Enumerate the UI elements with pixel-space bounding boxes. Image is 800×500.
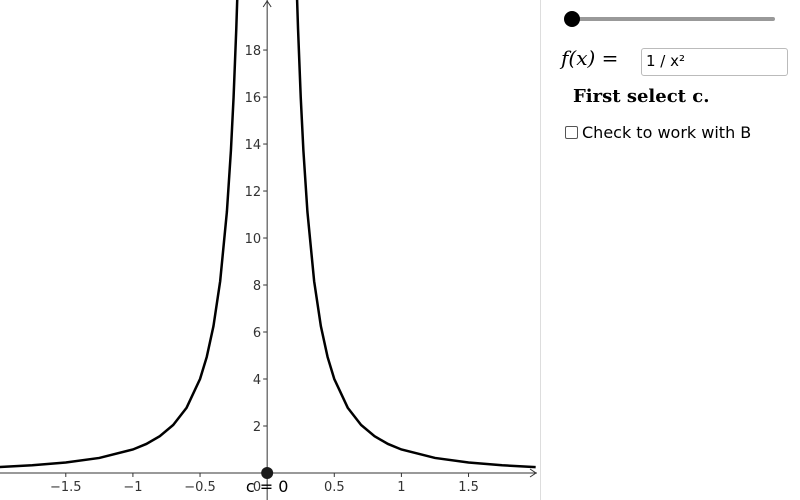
y-tick-label: 12 [245,185,262,200]
function-curve [0,0,536,469]
instruction: First select c. [573,86,710,107]
y-tick-label: 14 [245,138,262,153]
graph-view[interactable]: −1.5 −1 −0.5 0.5 1 1.5 0 2 4 6 8 10 12 14 16 18 c = 0 [0,0,537,500]
x-tick-label: −1 [123,480,142,495]
y-tick-label: 2 [253,420,261,435]
x-tick-label: 1 [397,480,405,495]
x-tick-label: −1.5 [50,480,82,495]
x-tick-label: 1.5 [458,480,479,495]
checkbox-label[interactable]: Check to work with B [582,123,752,142]
origin-label: 0 [253,480,261,495]
checkbox-row[interactable]: Check to work with B [565,123,751,142]
function-label: f(x) = [561,46,619,70]
function-input[interactable]: 1 / x² [641,48,788,76]
algebra-panel: f(x) = 1 / x² First select c. Check to w… [540,0,800,500]
slider-track[interactable] [571,17,775,21]
slider-knob[interactable] [564,11,580,27]
x-axis-arrow [529,468,537,478]
y-tick-label: 8 [253,279,261,294]
y-tick-label: 6 [253,326,261,341]
checkbox[interactable] [565,126,578,139]
y-axis-arrow [262,0,272,8]
point-label: c = 0 [246,477,289,496]
x-tick-label: −0.5 [184,480,216,495]
y-tick-label: 18 [245,44,262,59]
x-tick-label: 0.5 [324,480,345,495]
y-tick-label: 10 [245,232,262,247]
point-c[interactable] [261,466,274,479]
y-tick-label: 16 [245,91,262,106]
y-tick-label: 4 [253,373,261,388]
